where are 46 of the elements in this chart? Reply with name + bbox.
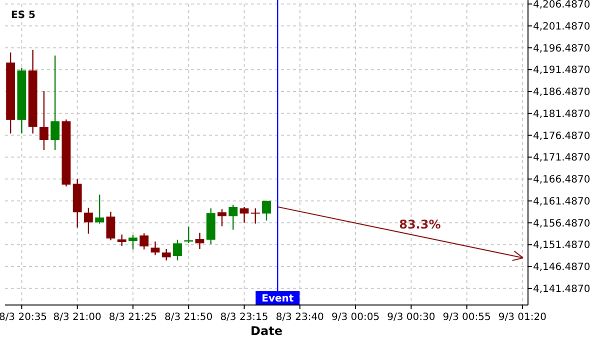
y-tick-label: 4,186.4870 (533, 87, 590, 98)
y-tick-label: 4,201.4870 (533, 21, 590, 32)
annotation: 83.3% (399, 217, 441, 232)
y-tick-label: 4,156.4870 (533, 218, 590, 230)
y-tick-label: 4,171.4870 (533, 152, 590, 164)
x-tick-label: 8/3 21:00 (53, 312, 102, 323)
text: ES 5 (11, 10, 36, 21)
x-tick-label: 9/3 00:05 (331, 312, 380, 323)
y-tick-label: 4,161.4870 (533, 196, 590, 208)
candlestick (218, 208, 226, 227)
candlestick (140, 232, 149, 250)
x-tick-label: 9/3 01:20 (498, 312, 546, 323)
y-tick-label: 4,206.4870 (533, 0, 590, 10)
y-tick-label: 4,151.4870 (533, 240, 590, 252)
x-tick-label: 8/3 23:15 (220, 312, 268, 323)
y-tick-label: 4,146.4870 (533, 262, 590, 274)
x-tick-label: 9/3 00:55 (442, 312, 491, 323)
candlestick (106, 211, 116, 241)
candlestick (173, 239, 182, 261)
x-tick-label: 8/3 23:40 (276, 312, 324, 323)
candlestick (95, 194, 104, 224)
candlestick (117, 234, 126, 247)
y-tick-label: 4,141.4870 (533, 284, 590, 295)
x-tick-label: 8/3 21:25 (108, 312, 158, 323)
x-tick-label: 8/3 20:35 (0, 312, 48, 323)
y-tick-label: 4,166.4870 (533, 174, 590, 186)
y-tick-label: 4,176.4870 (533, 130, 590, 142)
y-tick-label: 4,191.4870 (533, 65, 590, 76)
candlestick (250, 208, 260, 224)
candlestick (50, 54, 60, 151)
candlestick (84, 207, 93, 234)
candlestick (162, 248, 171, 261)
candlestick (228, 204, 238, 230)
candlestick (195, 232, 204, 250)
candlestick (150, 240, 160, 256)
candlestick (240, 206, 249, 224)
candlestick (128, 234, 138, 250)
y-tick-label: 4,181.4870 (533, 108, 590, 120)
x-axis-title: Date (250, 324, 282, 338)
x-tick-label: 9/3 00:30 (387, 312, 436, 323)
candlestick (262, 200, 271, 222)
candlestick (39, 90, 48, 151)
y-tick-label: 4,196.4870 (533, 43, 590, 54)
x-tick-label: 8/3 21:50 (164, 312, 213, 323)
text: Event (262, 294, 294, 304)
candlestick (184, 226, 194, 244)
